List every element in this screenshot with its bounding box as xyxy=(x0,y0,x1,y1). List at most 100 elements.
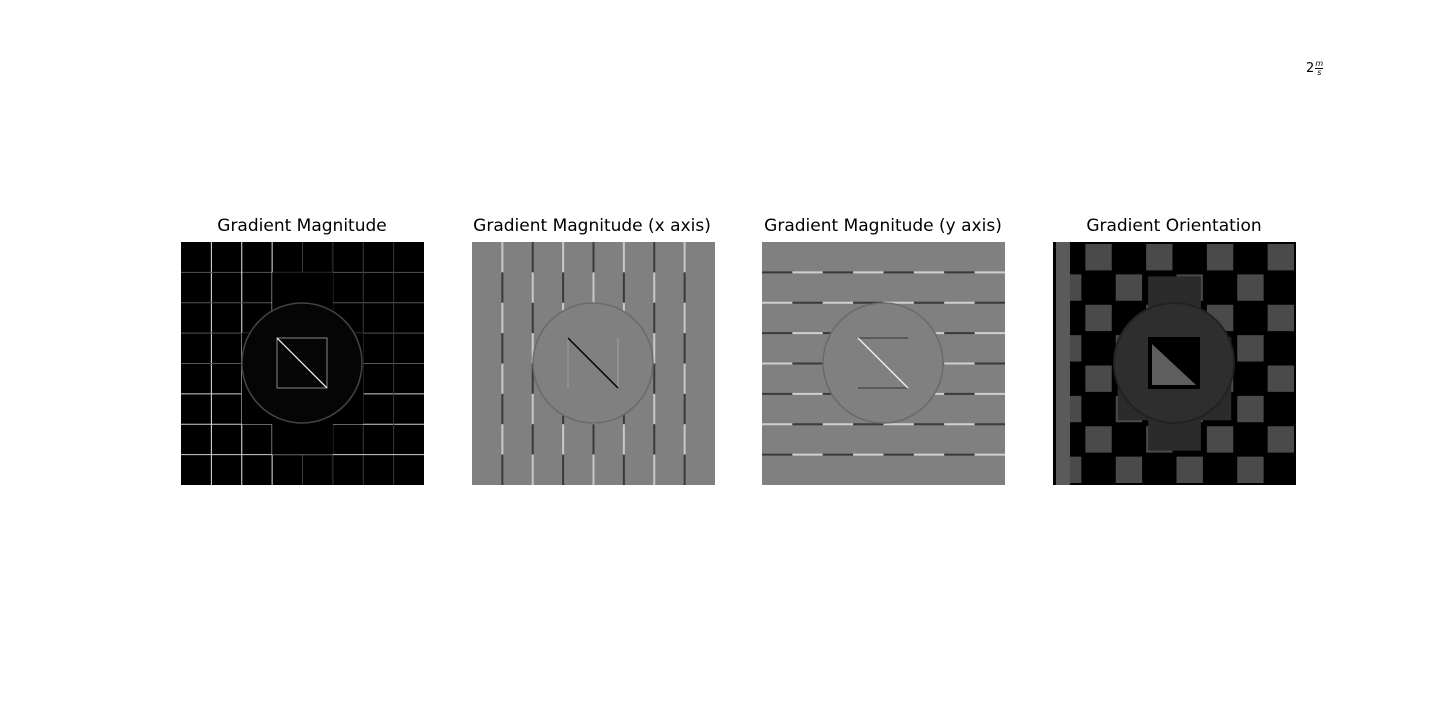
orientation-cell xyxy=(1116,426,1142,452)
y-edge xyxy=(762,332,792,334)
x-edge xyxy=(532,303,534,333)
x-edge xyxy=(684,272,686,302)
orientation-cell xyxy=(1085,396,1111,422)
x-edge xyxy=(501,272,503,302)
orientation-cell xyxy=(1268,426,1294,452)
x-edge xyxy=(653,364,655,394)
x-edge xyxy=(684,303,686,333)
y-edge xyxy=(914,271,944,273)
orientation-cell xyxy=(1146,244,1172,270)
x-edge xyxy=(562,455,564,485)
orientation-cell xyxy=(1207,426,1233,452)
x-edge xyxy=(684,364,686,394)
panel-title-orientation: Gradient Orientation xyxy=(1044,216,1304,236)
y-edge xyxy=(944,423,974,425)
orientation-cell xyxy=(1085,244,1111,270)
orientation-cell xyxy=(1268,366,1294,392)
y-edge xyxy=(762,271,792,273)
x-edge xyxy=(653,303,655,333)
y-edge xyxy=(792,332,822,334)
y-edge xyxy=(944,454,974,456)
orientation-image xyxy=(1053,242,1296,485)
x-edge xyxy=(562,242,564,272)
orientation-cell xyxy=(1207,457,1233,483)
x-edge xyxy=(623,424,625,454)
orientation-cell xyxy=(1268,274,1294,300)
y-edge xyxy=(975,393,1005,395)
x-edge xyxy=(562,424,564,454)
orientation-cell xyxy=(1085,274,1111,300)
y-edge xyxy=(853,454,883,456)
x-edge xyxy=(532,272,534,302)
x-edge xyxy=(623,242,625,272)
orientation-cell xyxy=(1207,244,1233,270)
y-edge xyxy=(884,454,914,456)
orientation-cell xyxy=(1146,457,1172,483)
y-edge xyxy=(944,332,974,334)
panel-orientation-image xyxy=(1053,242,1296,485)
y-edge xyxy=(914,454,944,456)
x-edge xyxy=(623,455,625,485)
x-edge xyxy=(684,394,686,424)
orientation-cell xyxy=(1237,426,1263,452)
y-edge xyxy=(823,302,853,304)
x-edge xyxy=(653,455,655,485)
y-edge xyxy=(823,423,853,425)
y-edge xyxy=(762,302,792,304)
y-edge xyxy=(762,363,792,365)
unit-numerator: m xyxy=(1315,60,1323,68)
x-edge xyxy=(501,424,503,454)
orientation-left-band xyxy=(1056,242,1070,485)
y-axis-gradient-image xyxy=(762,242,1005,485)
orientation-cell xyxy=(1116,274,1142,300)
y-edge xyxy=(792,363,822,365)
magnitude-image xyxy=(181,242,424,485)
y-edge xyxy=(792,393,822,395)
y-edge xyxy=(792,423,822,425)
orientation-cell xyxy=(1268,244,1294,270)
x-edge xyxy=(501,364,503,394)
orientation-cell xyxy=(1207,274,1233,300)
x-edge xyxy=(684,424,686,454)
orientation-cell xyxy=(1085,426,1111,452)
y-edge xyxy=(975,363,1005,365)
y-edge xyxy=(853,271,883,273)
panel-title-magnitude: Gradient Magnitude xyxy=(172,216,432,236)
y-edge xyxy=(792,302,822,304)
panel-y-axis-image xyxy=(762,242,1005,485)
x-edge xyxy=(501,242,503,272)
unit-fraction: m s xyxy=(1315,60,1323,77)
x-edge xyxy=(532,242,534,272)
x-edge xyxy=(623,272,625,302)
panel-x-axis-image xyxy=(472,242,715,485)
y-edge xyxy=(944,271,974,273)
unit-annotation: 2 m s xyxy=(1306,60,1323,77)
y-edge xyxy=(944,302,974,304)
y-edge xyxy=(823,271,853,273)
x-edge xyxy=(593,455,595,485)
orientation-cell xyxy=(1116,244,1142,270)
y-edge xyxy=(762,454,792,456)
x-edge xyxy=(501,394,503,424)
panel-title-y-axis: Gradient Magnitude (y axis) xyxy=(753,216,1013,236)
orientation-cell xyxy=(1268,305,1294,331)
y-edge xyxy=(914,423,944,425)
x-edge xyxy=(653,242,655,272)
y-edge xyxy=(884,271,914,273)
x-edge xyxy=(501,455,503,485)
x-edge xyxy=(653,394,655,424)
y-edge xyxy=(762,423,792,425)
y-edge xyxy=(792,454,822,456)
x-edge xyxy=(684,455,686,485)
y-edge xyxy=(823,454,853,456)
x-edge xyxy=(593,272,595,302)
y-edge xyxy=(975,271,1005,273)
orientation-cell xyxy=(1237,366,1263,392)
y-edge xyxy=(975,332,1005,334)
y-edge xyxy=(762,393,792,395)
orientation-cell xyxy=(1237,335,1263,361)
orientation-cell xyxy=(1268,457,1294,483)
y-edge xyxy=(944,393,974,395)
panel-title-x-axis: Gradient Magnitude (x axis) xyxy=(462,216,722,236)
panel-magnitude-image xyxy=(181,242,424,485)
